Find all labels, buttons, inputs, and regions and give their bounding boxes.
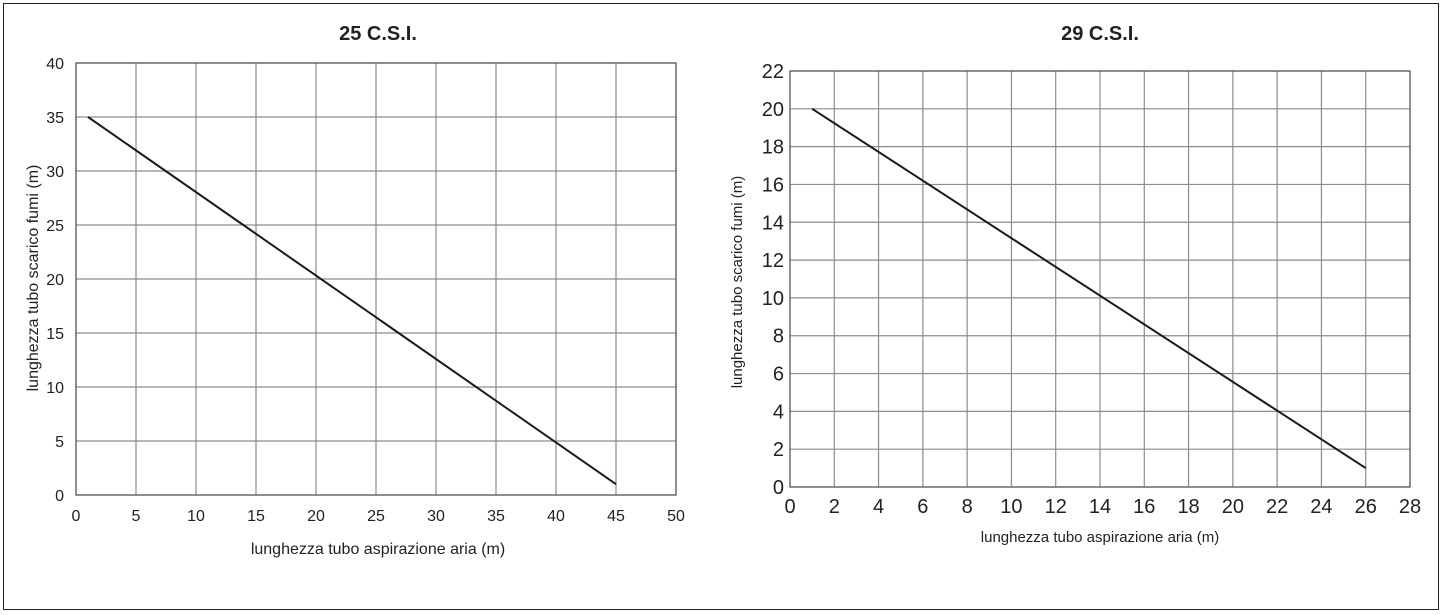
y-tick-label: 12 (762, 250, 784, 272)
x-tick-label: 10 (187, 508, 205, 525)
chart-title: 25 C.S.I. (339, 23, 417, 45)
x-tick-label: 18 (1177, 496, 1199, 518)
y-tick-label: 18 (762, 137, 784, 159)
x-tick-label: 16 (1133, 496, 1155, 518)
y-tick-label: 0 (55, 488, 64, 505)
x-tick-label: 50 (667, 508, 685, 525)
x-tick-label: 15 (247, 508, 265, 525)
x-tick-label: 14 (1089, 496, 1111, 518)
y-tick-label: 14 (762, 212, 784, 234)
chart-25-csi: 25 C.S.I. lunghezza tubo aspirazione ari… (25, 23, 685, 558)
y-tick-label: 0 (773, 477, 784, 499)
y-tick-label: 20 (762, 99, 784, 121)
x-tick-label: 30 (427, 508, 445, 525)
x-tick-label: 26 (1355, 496, 1377, 518)
plot-area-border (75, 62, 677, 496)
x-axis-label: lunghezza tubo aspirazione aria (m) (251, 541, 505, 558)
series-line (87, 116, 617, 486)
x-tick-label: 6 (917, 496, 928, 518)
x-tick-label: 5 (132, 508, 141, 525)
y-tick-label: 22 (762, 61, 784, 83)
y-tick-label: 20 (46, 272, 64, 289)
x-tick-label: 2 (829, 496, 840, 518)
y-tick-label: 6 (773, 364, 784, 386)
x-axis-label: lunghezza tubo aspirazione aria (m) (981, 529, 1219, 546)
y-tick-label: 30 (46, 164, 64, 181)
x-tick-label: 35 (487, 508, 505, 525)
y-tick-label: 15 (46, 326, 64, 343)
chart-29-csi: 29 C.S.I. lunghezza tubo aspirazione ari… (729, 23, 1421, 546)
x-tick-label: 45 (607, 508, 625, 525)
y-tick-label: 2 (773, 439, 784, 461)
y-tick-label: 8 (773, 326, 784, 348)
plot-area-border (789, 70, 1411, 488)
x-tick-label: 24 (1310, 496, 1332, 518)
y-tick-label: 10 (762, 288, 784, 310)
x-tick-label: 25 (367, 508, 385, 525)
chart-title: 29 C.S.I. (1061, 23, 1139, 45)
y-tick-label: 10 (46, 380, 64, 397)
x-tick-label: 0 (784, 496, 795, 518)
series-line (811, 107, 1367, 469)
y-tick-label: 40 (46, 56, 64, 73)
x-tick-label: 20 (1222, 496, 1244, 518)
y-tick-label: 5 (55, 434, 64, 451)
y-tick-label: 35 (46, 110, 64, 127)
x-tick-label: 8 (962, 496, 973, 518)
figure-frame (3, 3, 1439, 610)
x-tick-label: 12 (1045, 496, 1067, 518)
x-tick-label: 4 (873, 496, 884, 518)
y-axis-label: lunghezza tubo scarico fumi (m) (729, 176, 746, 389)
y-tick-label: 16 (762, 174, 784, 196)
y-tick-label: 4 (773, 401, 784, 423)
x-tick-label: 20 (307, 508, 325, 525)
x-tick-label: 0 (72, 508, 81, 525)
x-tick-label: 28 (1399, 496, 1421, 518)
x-tick-label: 10 (1000, 496, 1022, 518)
y-tick-label: 25 (46, 218, 64, 235)
x-tick-label: 40 (547, 508, 565, 525)
y-axis-label: lunghezza tubo scarico fumi (m) (25, 165, 42, 392)
x-tick-label: 22 (1266, 496, 1288, 518)
